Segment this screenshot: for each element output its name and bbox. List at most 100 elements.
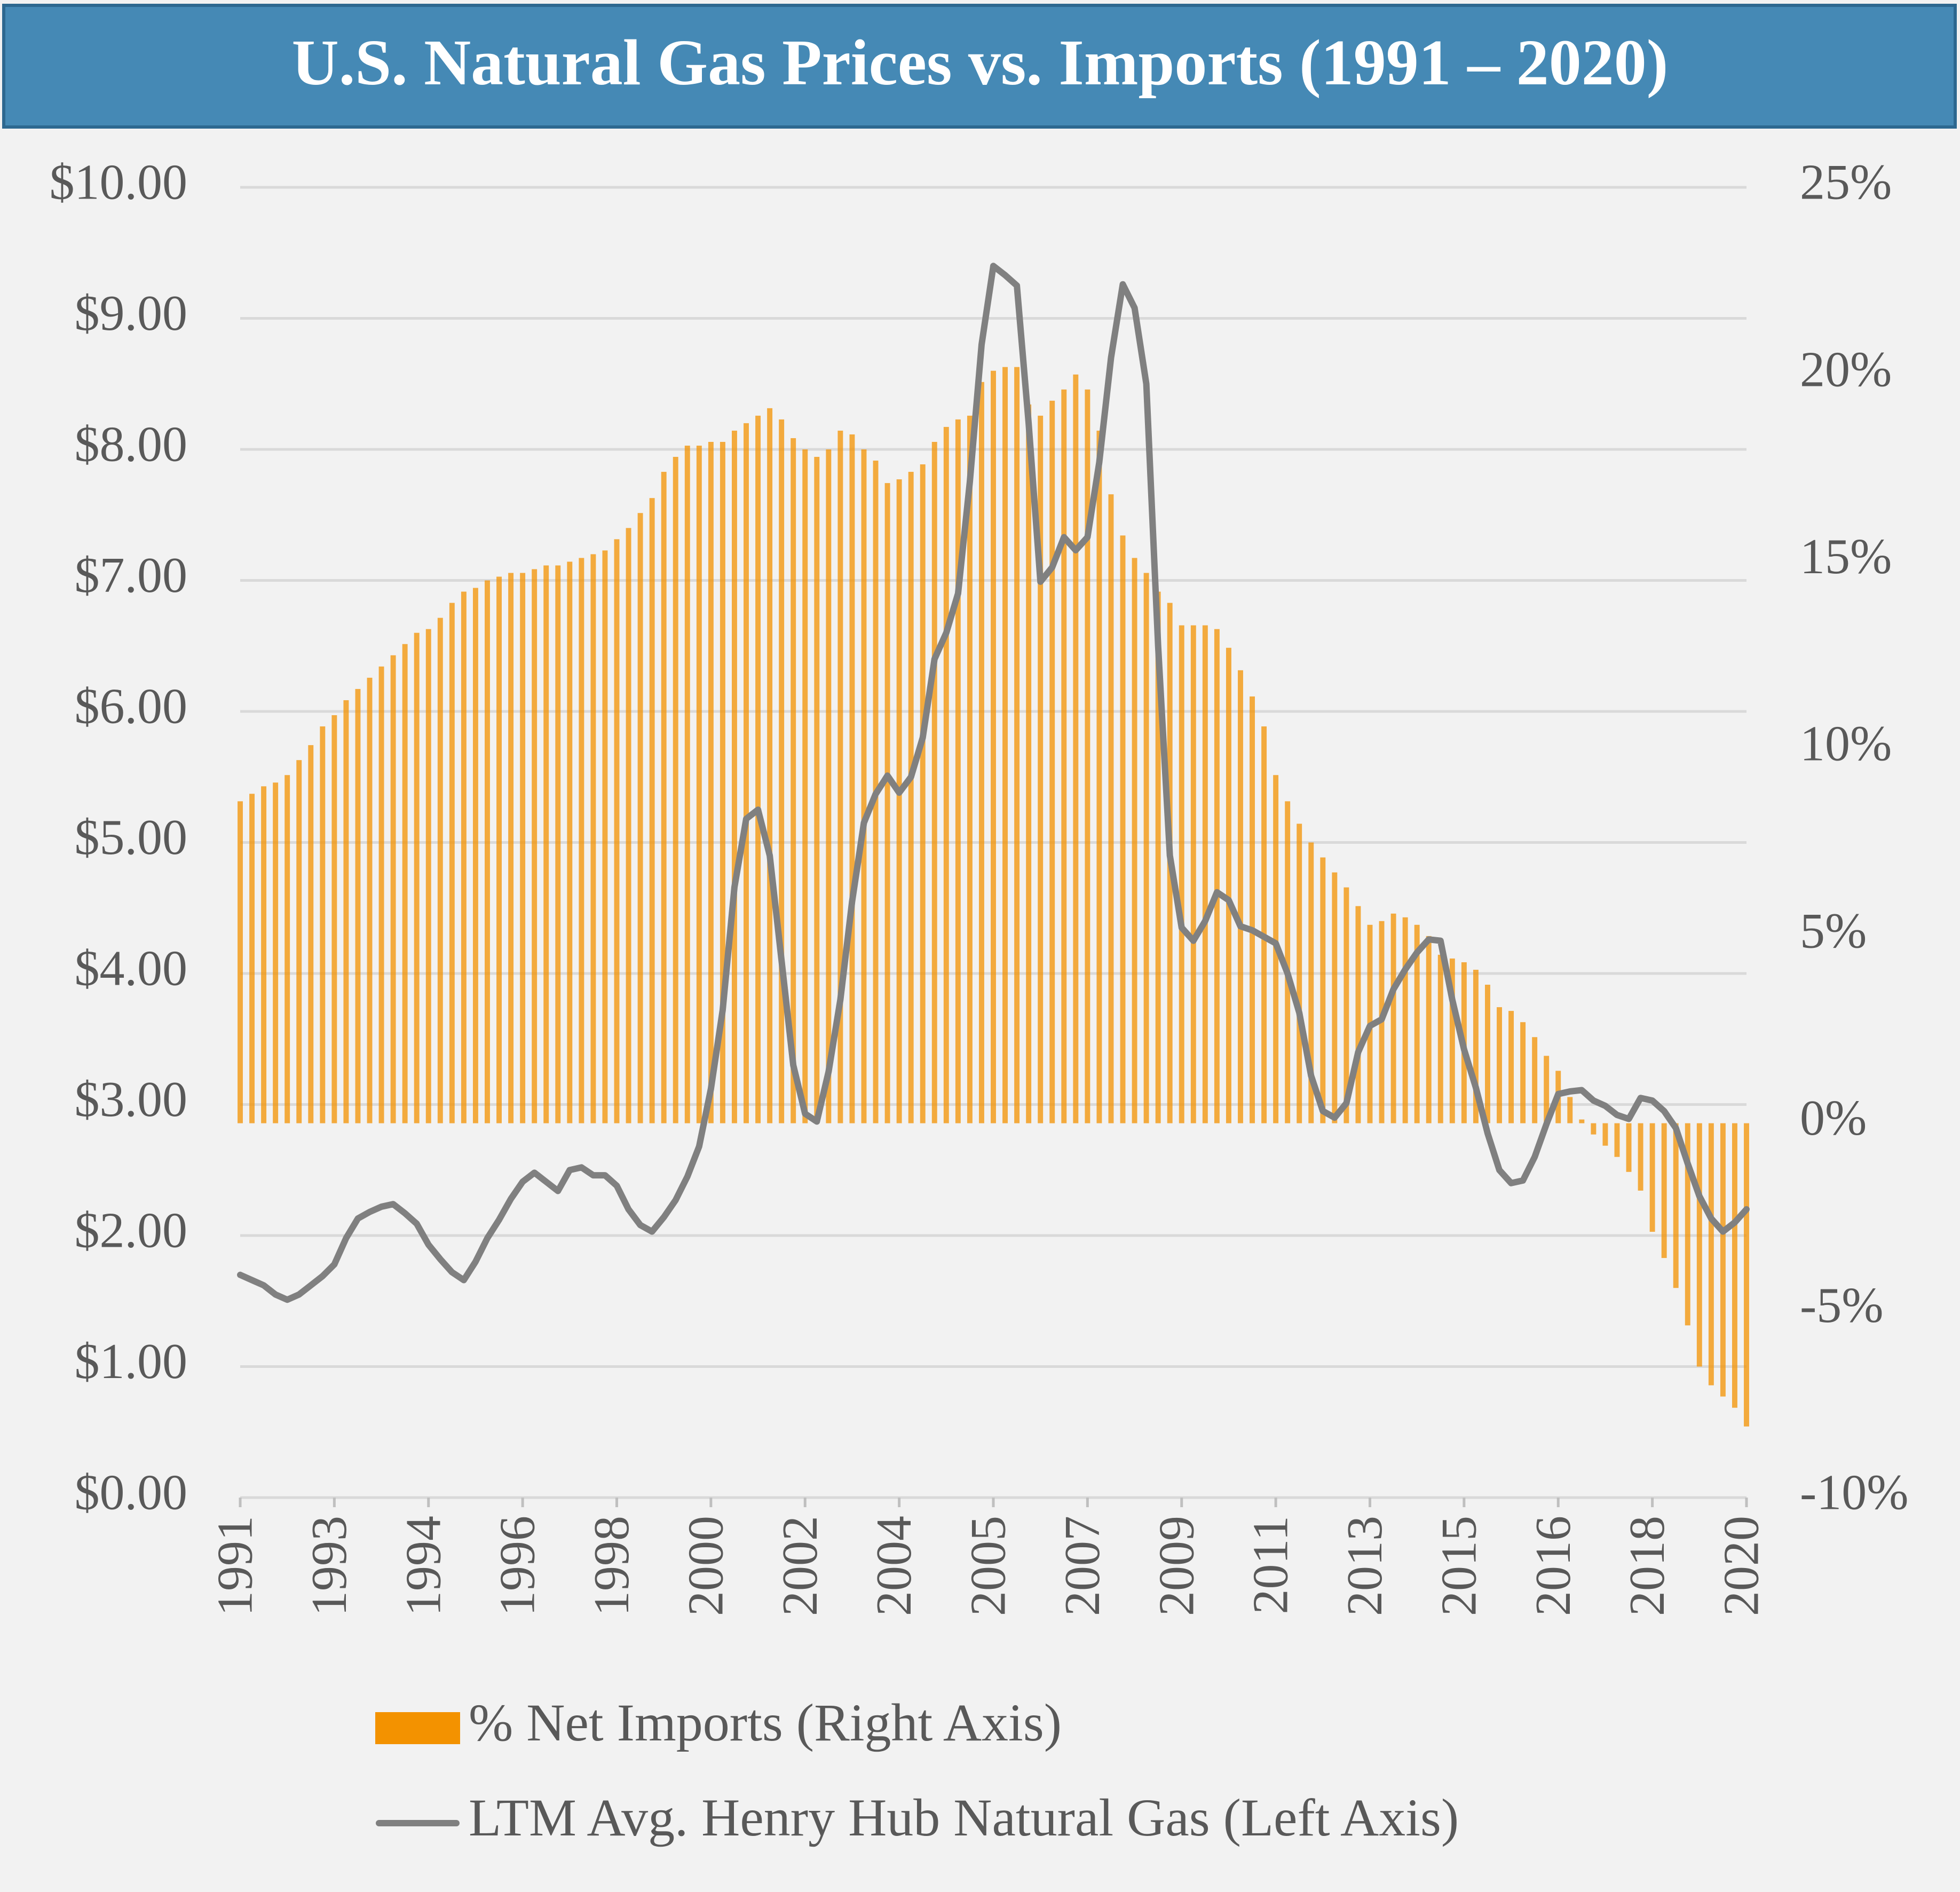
bar — [967, 415, 973, 1123]
x-tick-label: 2011 — [1243, 1516, 1299, 1614]
bar — [449, 603, 455, 1123]
y-tick-label: $10.00 — [50, 155, 188, 210]
x-tick-label: 2005 — [961, 1516, 1016, 1616]
bar — [238, 801, 243, 1123]
bar — [1508, 1011, 1514, 1123]
bar — [955, 419, 961, 1123]
bar — [496, 576, 502, 1123]
bar — [1544, 1056, 1550, 1123]
bar — [884, 483, 890, 1123]
bar — [1073, 374, 1079, 1123]
bar — [1202, 625, 1208, 1123]
bar — [1708, 1123, 1714, 1386]
bar — [1638, 1123, 1643, 1191]
bar — [814, 457, 820, 1123]
bar — [355, 688, 361, 1123]
bar — [1532, 1037, 1538, 1123]
bar — [1437, 954, 1443, 1123]
bar — [461, 591, 467, 1123]
bar — [555, 565, 561, 1123]
x-tick-label: 1991 — [208, 1516, 263, 1616]
bar — [1497, 1007, 1502, 1123]
bar — [1120, 535, 1126, 1123]
bar — [1002, 367, 1008, 1123]
bar — [579, 558, 584, 1123]
x-tick-label: 2002 — [772, 1516, 828, 1616]
x-tick-label: 2013 — [1337, 1516, 1393, 1616]
x-tick-label: 1993 — [302, 1516, 357, 1616]
x-tick-label: 2000 — [678, 1516, 733, 1616]
bar — [649, 498, 655, 1123]
bar — [1308, 842, 1314, 1123]
bar — [296, 760, 302, 1123]
x-tick-label: 2004 — [866, 1516, 922, 1616]
bar — [1155, 591, 1161, 1123]
bar — [1297, 824, 1302, 1123]
bar — [1602, 1123, 1608, 1146]
bar — [614, 539, 620, 1123]
bar — [1390, 913, 1396, 1123]
bar — [1108, 494, 1114, 1123]
bar — [791, 438, 796, 1123]
y2-tick-label: 25% — [1800, 155, 1892, 210]
bar — [1449, 958, 1455, 1123]
bar — [1579, 1119, 1585, 1123]
bar — [802, 449, 808, 1123]
bar — [1096, 430, 1102, 1123]
bar — [425, 629, 431, 1123]
bar — [320, 726, 326, 1123]
x-tick-label: 1996 — [490, 1516, 546, 1616]
bar — [1520, 1022, 1526, 1123]
bar — [261, 786, 267, 1123]
bar — [472, 588, 478, 1123]
bar — [1649, 1123, 1655, 1232]
bar — [390, 655, 396, 1123]
bar — [567, 561, 573, 1123]
bar — [1261, 726, 1267, 1123]
bar — [485, 580, 490, 1123]
bar — [1061, 389, 1067, 1123]
bar — [1414, 924, 1420, 1123]
x-tick-label: 1994 — [396, 1516, 451, 1616]
bar — [508, 573, 514, 1123]
chart-title: U.S. Natural Gas Prices vs. Imports (199… — [292, 27, 1669, 99]
bar — [331, 715, 337, 1123]
bar — [273, 782, 279, 1123]
bar — [708, 441, 714, 1123]
y-tick-label: $8.00 — [75, 417, 188, 472]
bar — [1402, 917, 1408, 1123]
y-tick-label: $2.00 — [75, 1203, 188, 1258]
y2-tick-label: 0% — [1800, 1090, 1867, 1146]
bar — [1132, 558, 1137, 1123]
bar — [896, 479, 902, 1123]
x-tick-label: 1998 — [584, 1516, 639, 1616]
bar — [849, 434, 855, 1123]
bar — [1473, 969, 1479, 1123]
x-tick-label: 2016 — [1526, 1516, 1581, 1616]
bar — [673, 457, 678, 1123]
x-tick-label: 2015 — [1431, 1516, 1487, 1616]
bar — [343, 700, 349, 1123]
legend-label: % Net Imports (Right Axis) — [469, 1693, 1062, 1752]
y-tick-label: $6.00 — [75, 679, 188, 734]
legend-swatch — [375, 1712, 460, 1744]
bar — [837, 430, 843, 1123]
bar — [1238, 670, 1243, 1123]
bar — [1226, 647, 1231, 1123]
bar — [1485, 985, 1490, 1123]
bar — [1567, 1097, 1573, 1123]
bar — [1014, 367, 1020, 1123]
bar — [931, 441, 937, 1123]
y2-tick-label: -5% — [1800, 1278, 1884, 1333]
bar — [543, 565, 549, 1123]
bar — [378, 666, 384, 1123]
bar — [1343, 887, 1349, 1123]
bar — [1720, 1123, 1726, 1397]
bar — [1614, 1123, 1620, 1157]
bar — [755, 415, 761, 1123]
x-tick-label: 2018 — [1619, 1516, 1675, 1616]
bar — [1626, 1123, 1632, 1172]
bar — [991, 370, 996, 1123]
x-tick-label: 2009 — [1149, 1516, 1204, 1616]
